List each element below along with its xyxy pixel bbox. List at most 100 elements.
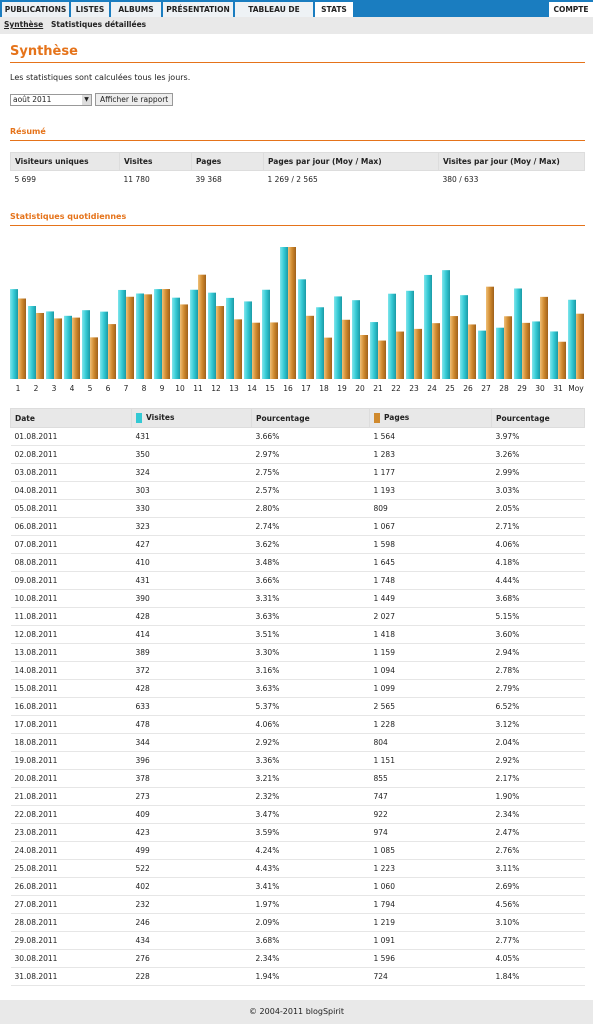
bar bbox=[568, 299, 576, 379]
cell: 428 bbox=[131, 679, 252, 698]
nav-tab[interactable]: PUBLICATIONS bbox=[2, 2, 70, 17]
cell: 246 bbox=[131, 913, 252, 932]
summary: Visiteurs uniques Visites Pages Pages par j… bbox=[10, 152, 585, 189]
cell: 2.34% bbox=[491, 805, 585, 824]
bar bbox=[450, 316, 458, 379]
x-tick-label: 11 bbox=[193, 384, 203, 393]
bar bbox=[532, 321, 540, 379]
data-row: 29.08.2011 434 3.68% 1 091 2.77% bbox=[10, 931, 585, 950]
cell: 02.08.2011 bbox=[10, 445, 132, 464]
cell: 19.08.2011 bbox=[10, 751, 132, 770]
cell: 330 bbox=[131, 499, 252, 518]
cell: 30.08.2011 bbox=[10, 949, 132, 968]
x-tick-label: 22 bbox=[391, 384, 401, 393]
nav-tab[interactable]: ALBUMS bbox=[111, 2, 162, 17]
x-tick-label: 17 bbox=[301, 384, 311, 393]
cell: 3.12% bbox=[491, 715, 585, 734]
cell: 1 060 bbox=[369, 877, 492, 896]
data-row: 25.08.2011 522 4.43% 1 223 3.11% bbox=[10, 859, 585, 878]
intro: Les statistiques sont calculées tous les… bbox=[10, 73, 191, 82]
x-tick-label: 9 bbox=[160, 384, 165, 393]
bar bbox=[100, 311, 108, 379]
x-tick-label: 23 bbox=[409, 384, 419, 393]
legend-swatch bbox=[374, 413, 380, 423]
header-cell: Pourcentage bbox=[251, 408, 370, 428]
bar bbox=[108, 324, 116, 379]
value-cell: 380 / 633 bbox=[442, 175, 479, 185]
cell: 2.17% bbox=[491, 769, 585, 788]
bar bbox=[144, 294, 152, 379]
nav-tab[interactable]: LISTES bbox=[71, 2, 110, 17]
x-tick-label: 28 bbox=[499, 384, 509, 393]
nav-tab[interactable]: PRÉSENTATION bbox=[163, 2, 234, 17]
cell: 3.41% bbox=[251, 877, 370, 896]
cell: 2.92% bbox=[491, 751, 585, 770]
x-tick-label: 8 bbox=[142, 384, 147, 393]
cell: 2.34% bbox=[251, 949, 370, 968]
bar bbox=[226, 297, 234, 379]
cell: 2.94% bbox=[491, 643, 585, 662]
bar bbox=[216, 306, 224, 379]
cell: 1 091 bbox=[369, 931, 492, 950]
cell: 31.08.2011 bbox=[10, 967, 132, 986]
bar bbox=[486, 286, 494, 379]
cell: 3.62% bbox=[251, 535, 370, 554]
cell: 5.15% bbox=[491, 607, 585, 626]
cell: 350 bbox=[131, 445, 252, 464]
x-tick-label: 20 bbox=[355, 384, 365, 393]
cell: 3.03% bbox=[491, 481, 585, 500]
cell: 3.68% bbox=[491, 589, 585, 608]
nav-tab[interactable]: COMPTE bbox=[549, 2, 593, 17]
cell: 1 099 bbox=[369, 679, 492, 698]
cell: 414 bbox=[131, 625, 252, 644]
bar bbox=[270, 322, 278, 379]
cell: 410 bbox=[131, 553, 252, 572]
x-tick-label: 15 bbox=[265, 384, 275, 393]
header-row: Visiteurs uniques Visites Pages Pages par j… bbox=[10, 152, 585, 171]
cell: 25.08.2011 bbox=[10, 859, 132, 878]
cell: 3.30% bbox=[251, 643, 370, 662]
x-tick-label: 4 bbox=[70, 384, 75, 393]
bar bbox=[118, 289, 126, 379]
cell: 2.78% bbox=[491, 661, 585, 680]
bar bbox=[154, 289, 162, 379]
cell: 1 645 bbox=[369, 553, 492, 572]
bar bbox=[540, 296, 548, 379]
cell: 1.94% bbox=[251, 967, 370, 986]
bar bbox=[136, 293, 144, 379]
cell: 974 bbox=[369, 823, 492, 842]
data-row: 28.08.2011 246 2.09% 1 219 3.10% bbox=[10, 913, 585, 932]
sub-nav-link[interactable]: Statistiques détaillées bbox=[51, 20, 147, 29]
bar bbox=[460, 295, 468, 379]
cell: 6.52% bbox=[491, 697, 585, 716]
data-row: 08.08.2011 410 3.48% 1 645 4.18% bbox=[10, 553, 585, 572]
cell: 4.06% bbox=[491, 535, 585, 554]
nav-tab[interactable]: TABLEAU DE BORD bbox=[235, 2, 314, 29]
bar bbox=[370, 322, 378, 379]
cell: 1 794 bbox=[369, 895, 492, 914]
cell: 2.74% bbox=[251, 517, 370, 536]
data-row: 04.08.2011 303 2.57% 1 193 3.03% bbox=[10, 481, 585, 500]
bar bbox=[522, 322, 530, 379]
cell: 1 094 bbox=[369, 661, 492, 680]
header-cell: Visites bbox=[119, 152, 192, 171]
x-tick-label: Moy bbox=[568, 384, 584, 393]
cell: 1.90% bbox=[491, 787, 585, 806]
show-report-button[interactable]: Afficher le rapport bbox=[95, 93, 174, 106]
cell: 1.97% bbox=[251, 895, 370, 914]
cell: 2.32% bbox=[251, 787, 370, 806]
cell: 1 748 bbox=[369, 571, 492, 590]
nav-tab[interactable]: STATS bbox=[315, 2, 354, 17]
bar bbox=[18, 298, 26, 379]
sub-nav-link[interactable]: Synthèse bbox=[4, 20, 44, 29]
legend-label: Visites bbox=[146, 413, 175, 422]
cell: 3.63% bbox=[251, 679, 370, 698]
cell: 4.56% bbox=[491, 895, 585, 914]
cell: 522 bbox=[131, 859, 252, 878]
data-row: 14.08.2011 372 3.16% 1 094 2.78% bbox=[10, 661, 585, 680]
rule bbox=[10, 140, 585, 141]
cell: 3.48% bbox=[251, 553, 370, 572]
bar bbox=[424, 274, 432, 379]
cell: 4.05% bbox=[491, 949, 585, 968]
month-select[interactable]: août 2011 ▼ bbox=[10, 94, 92, 106]
